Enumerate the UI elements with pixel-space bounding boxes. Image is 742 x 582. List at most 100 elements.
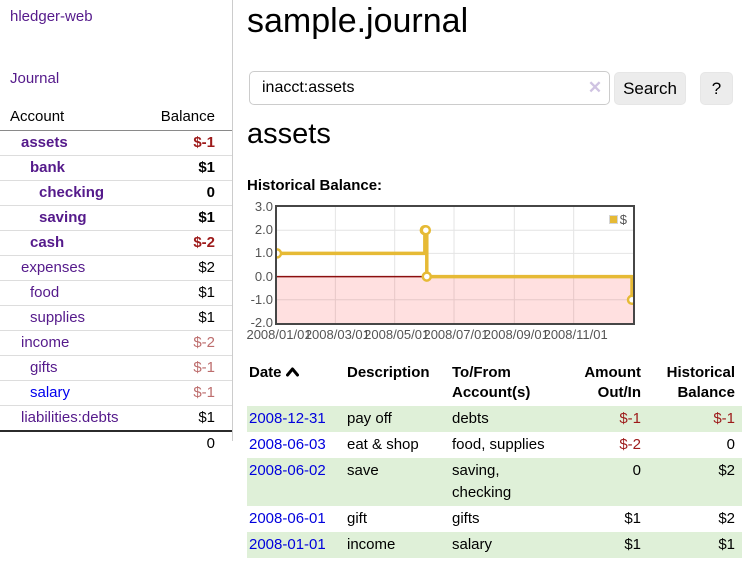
account-row: assets $-1 (0, 131, 232, 156)
account-row: gifts $-1 (0, 355, 232, 381)
x-axis-tick-label: 2008/03/01 (304, 327, 370, 342)
account-link[interactable]: supplies (30, 309, 86, 326)
account-balance: $1 (198, 209, 215, 226)
account-link[interactable]: liabilities:debts (21, 409, 119, 426)
accounts-table: Account Balance assets $-1 bank $1 checking 0… (0, 106, 232, 456)
sidebar: hledger-web Journal Account Balance asse… (0, 0, 233, 456)
transaction-balance: $2 (718, 462, 735, 479)
search-button[interactable]: Search (614, 72, 686, 105)
help-button[interactable]: ? (700, 72, 733, 105)
search-form: ✕ Search ? (247, 71, 742, 106)
account-balance: $2 (198, 259, 215, 276)
main-content: sample.journal ✕ Search ? assets Histori… (246, 0, 742, 582)
transaction-description: income (347, 536, 396, 553)
accounts-body: assets $-1 bank $1 checking 0 saving $1 cash $-2 e… (0, 131, 232, 432)
account-balance: 0 (206, 184, 215, 201)
account-link[interactable]: cash (30, 234, 65, 251)
transaction-accounts: debts (452, 410, 489, 427)
column-header-description: Description (347, 364, 430, 381)
account-row: saving $1 (0, 205, 232, 231)
transaction-description: gift (347, 510, 368, 527)
account-link[interactable]: expenses (21, 259, 86, 276)
account-balance: $-2 (193, 334, 215, 351)
x-axis-tick-label: 2008/07/01 (423, 327, 489, 342)
transaction-date-link[interactable]: 2008-06-02 (249, 462, 326, 479)
search-input[interactable] (249, 71, 610, 105)
transaction-amount: $-2 (619, 436, 641, 453)
account-row: bank $1 (0, 155, 232, 181)
column-header-balance: Historical Balance (666, 364, 735, 401)
register-row: 2008-06-02 save saving, checking 0 $2 (247, 458, 742, 506)
y-axis-tick-label: -2.0 (250, 315, 273, 330)
y-axis-tick-label: 2.0 (254, 222, 273, 238)
account-balance: $-1 (193, 134, 215, 151)
sidebar-item-journal[interactable]: Journal (10, 70, 60, 87)
transaction-date-link[interactable]: 2008-06-03 (249, 436, 326, 453)
account-link[interactable]: gifts (30, 359, 58, 376)
account-balance: $-1 (193, 359, 215, 376)
account-link[interactable]: salary (30, 384, 71, 401)
page-title: sample.journal (247, 2, 469, 40)
account-link[interactable]: checking (39, 184, 105, 201)
transaction-amount: $1 (624, 536, 641, 553)
brand-link[interactable]: hledger-web (10, 8, 93, 25)
chart-title: Historical Balance: (247, 177, 383, 194)
transaction-balance: $1 (718, 536, 735, 553)
transaction-balance: $2 (718, 510, 735, 527)
y-axis-tick-label: 3.0 (254, 199, 273, 214)
clear-search-icon[interactable]: ✕ (587, 78, 603, 97)
transaction-date-link[interactable]: 2008-06-01 (249, 510, 326, 527)
register-row: 2008-01-01 income salary $1 $1 (247, 532, 742, 558)
account-heading: assets (247, 118, 331, 150)
account-balance: $-2 (193, 234, 215, 251)
account-row: expenses $2 (0, 255, 232, 281)
account-balance: $1 (198, 309, 215, 326)
account-balance: $1 (198, 284, 215, 301)
account-row: cash $-2 (0, 230, 232, 256)
transaction-date-link[interactable]: 2008-12-31 (249, 410, 326, 427)
account-row: liabilities:debts $1 (0, 405, 232, 432)
transaction-amount: $-1 (619, 410, 641, 427)
series-swatch-icon (608, 215, 618, 224)
transaction-description: eat & shop (347, 436, 419, 453)
y-axis-tick-label: -1.0 (250, 291, 273, 307)
register-row: 2008-06-01 gift gifts $1 $2 (247, 506, 742, 532)
account-row: food $1 (0, 280, 232, 306)
column-header-date[interactable]: Date (247, 360, 345, 406)
transaction-description: save (347, 462, 379, 479)
account-balance: $-1 (193, 384, 215, 401)
x-axis-tick-label: 2008/09/01 (483, 327, 549, 342)
register-table: Date Description To/From Account(s) Amou… (247, 360, 742, 558)
column-header-tofrom: To/From Account(s) (452, 364, 531, 401)
account-link[interactable]: income (21, 334, 70, 351)
account-balance: $1 (198, 159, 215, 176)
account-row: checking 0 (0, 180, 232, 206)
x-axis-tick-label: 2008/01/01 (246, 327, 312, 342)
series-label: $ (619, 212, 627, 227)
accounts-header-account: Account (10, 108, 65, 125)
transaction-amount: $1 (624, 510, 641, 527)
register-row: 2008-06-03 eat & shop food, supplies $-2 0 (247, 432, 742, 458)
x-axis-tick-label: 2008/11/01 (543, 327, 608, 342)
transaction-date-link[interactable]: 2008-01-01 (249, 536, 326, 553)
account-link[interactable]: saving (39, 209, 87, 226)
account-row: salary $-1 (0, 380, 232, 406)
transaction-accounts: saving, checking (452, 462, 512, 501)
account-link[interactable]: assets (21, 134, 68, 151)
chart-plot-area: $ (275, 205, 635, 325)
transaction-balance: 0 (726, 436, 735, 453)
chart-legend: $ (606, 211, 629, 228)
transaction-accounts: food, supplies (452, 436, 545, 453)
register-row: 2008-12-31 pay off debts $-1 $-1 (247, 406, 742, 432)
account-link[interactable]: food (30, 284, 60, 301)
accounts-header-balance: Balance (160, 108, 215, 125)
transaction-description: pay off (347, 410, 392, 427)
account-row: income $-2 (0, 330, 232, 356)
transaction-balance: $-1 (713, 410, 735, 427)
register-body: 2008-12-31 pay off debts $-1 $-1 2008-06-03 ea… (247, 406, 742, 558)
transaction-amount: 0 (632, 462, 641, 479)
historical-balance-chart: $ 3.0 2.0 1.0 0.0 -1.0 -2.0 2008/01/01 2008/03/… (246, 199, 667, 345)
account-link[interactable]: bank (30, 159, 66, 176)
account-row: supplies $1 (0, 305, 232, 331)
chart-canvas (277, 207, 633, 323)
